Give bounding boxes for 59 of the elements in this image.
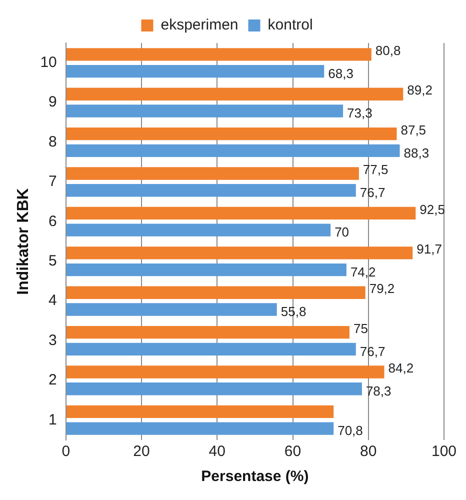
bar (66, 184, 356, 197)
bar (66, 286, 366, 299)
data-label: 68,3 (328, 66, 354, 81)
bar (66, 224, 331, 236)
data-label: 92,5 (420, 202, 445, 217)
data-label: 89,2 (407, 82, 432, 98)
bar (66, 246, 413, 260)
data-label: 73,3 (347, 106, 372, 121)
y-tick-label: 4 (48, 292, 57, 310)
x-tick-label: 40 (208, 443, 226, 460)
y-tick-label: 10 (40, 54, 57, 71)
y-axis-title: Indikator KBK (15, 188, 32, 295)
data-label: 74,2 (350, 264, 376, 280)
y-tick-label: 3 (48, 332, 57, 349)
bar (66, 48, 372, 61)
bar (66, 303, 277, 316)
x-tick-label: 100 (431, 443, 457, 460)
bar (66, 167, 359, 180)
legend-label: kontrol (268, 16, 313, 34)
bar (66, 88, 404, 100)
data-label: 76,7 (360, 344, 386, 359)
data-label: 75 (353, 320, 368, 336)
data-label: 87,5 (400, 122, 426, 138)
data-label: 55,8 (280, 304, 306, 320)
legend-label: eksperimen (160, 16, 238, 34)
data-label: 78,3 (366, 383, 392, 398)
bar (66, 206, 416, 220)
x-tick-label: 20 (133, 443, 150, 460)
y-tick-label: 1 (48, 411, 57, 428)
bar (66, 382, 362, 396)
y-tick-label: 9 (48, 94, 57, 111)
bar (66, 64, 324, 78)
bar (66, 422, 334, 435)
data-label: 76,7 (360, 184, 386, 200)
bar (66, 366, 384, 378)
bar (66, 104, 344, 118)
data-label: 80,8 (375, 42, 401, 58)
bar (66, 342, 356, 356)
y-tick-label: 2 (48, 372, 57, 389)
bar (66, 405, 334, 418)
data-label: 88,3 (404, 145, 430, 160)
y-tick-label: 7 (48, 173, 57, 190)
y-tick-label: 6 (48, 212, 57, 230)
x-tick-label: 0 (62, 443, 70, 460)
x-tick-label: 80 (360, 443, 377, 460)
data-label: 77,5 (362, 162, 388, 178)
bar (66, 263, 346, 276)
y-tick-label: 8 (48, 133, 57, 150)
data-label: 91,7 (416, 241, 442, 256)
bar (66, 326, 350, 339)
x-axis-title: Persentase (%) (201, 468, 309, 486)
y-tick-label: 5 (48, 252, 57, 270)
data-label: 70 (334, 224, 350, 240)
bar (66, 127, 397, 140)
x-tick-label: 60 (284, 443, 302, 460)
bar (66, 144, 400, 158)
data-label: 79,2 (369, 281, 395, 296)
data-label: 70,8 (338, 423, 363, 438)
data-label: 84,2 (388, 360, 414, 376)
